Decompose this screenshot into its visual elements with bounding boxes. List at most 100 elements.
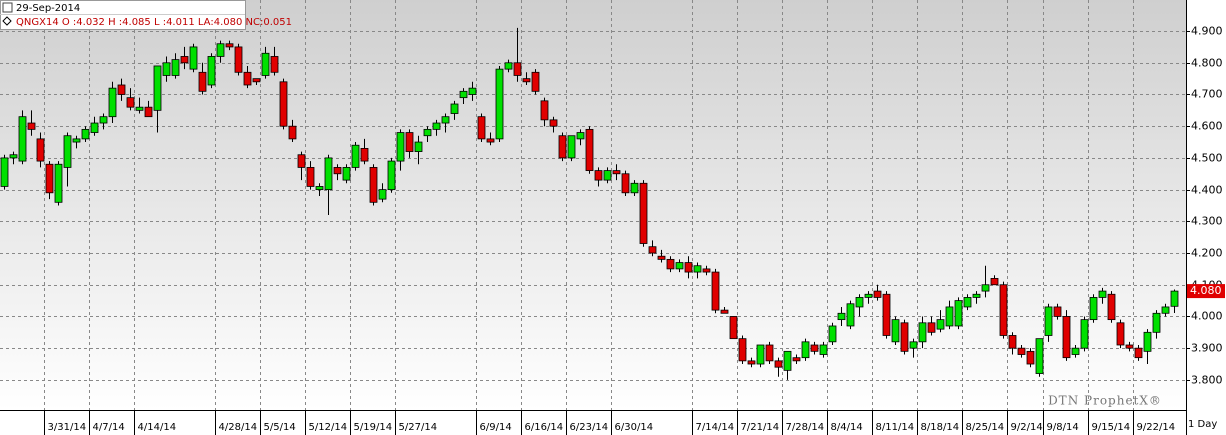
candle-body: [162, 62, 171, 76]
candle-body: [1017, 347, 1026, 355]
candle-body: [243, 71, 252, 86]
candle-body: [765, 344, 774, 362]
x-tick-label: 8/18/14: [921, 422, 960, 433]
candle-body: [1026, 350, 1035, 365]
candle-body: [234, 46, 243, 73]
candle-body: [468, 87, 477, 95]
candle-body: [324, 157, 333, 191]
candle-body: [279, 81, 288, 127]
candle-body: [450, 103, 459, 114]
candle-body: [720, 309, 729, 314]
y-tick-label: 4.200: [1191, 247, 1223, 260]
x-tick-label: 8/11/14: [876, 422, 915, 433]
candle-body: [306, 167, 315, 187]
candle-body: [900, 322, 909, 352]
candle-body: [774, 360, 783, 368]
candle-body: [819, 344, 828, 355]
candle-body: [1008, 335, 1017, 349]
y-axis-panel: [1186, 0, 1226, 435]
candle-body: [1170, 290, 1179, 307]
x-tick-label: 7/28/14: [786, 422, 825, 433]
candle-body: [189, 46, 198, 70]
candle-body: [945, 306, 954, 327]
candle-body: [702, 268, 711, 273]
chart-date: 29-Sep-2014: [16, 3, 80, 14]
last-price-box: [1187, 284, 1225, 299]
candle-body: [522, 78, 531, 83]
candle-body: [675, 262, 684, 270]
y-tick-label: 3.900: [1191, 342, 1223, 355]
candle-body: [801, 341, 810, 359]
last-price-label: 4.080: [1190, 284, 1222, 297]
candle-body: [747, 360, 756, 365]
candle-body: [981, 284, 990, 292]
candle-body: [513, 62, 522, 76]
legend-text: QNGX14 O :4.032 H :4.085 L :4.011 LA:4.0…: [16, 17, 292, 28]
candle-body: [378, 189, 387, 200]
candle-body: [1044, 306, 1053, 336]
x-tick-label: 8/25/14: [966, 422, 1005, 433]
candle-body: [837, 312, 846, 321]
candle-body: [990, 278, 999, 286]
candle-body: [531, 71, 540, 92]
candle-body: [585, 128, 594, 171]
candle-body: [9, 154, 18, 159]
candle-body: [504, 62, 513, 70]
candle-body: [684, 262, 693, 273]
x-tick-label: 5/27/14: [399, 422, 438, 433]
candle-body: [540, 100, 549, 121]
y-tick-label: 4.300: [1191, 215, 1223, 228]
candle-body: [1071, 347, 1080, 355]
candle-body: [486, 138, 495, 143]
candle-body: [711, 271, 720, 311]
candle-body: [396, 132, 405, 162]
x-tick-label: 7/14/14: [696, 422, 735, 433]
candle-body: [648, 246, 657, 254]
candle-body: [144, 106, 153, 118]
candle-body: [477, 116, 486, 140]
x-tick-label: 9/8/14: [1047, 422, 1079, 433]
y-tick-label: 4.500: [1191, 152, 1223, 165]
x-tick-label: 3/31/14: [48, 422, 87, 433]
x-tick-label: 5/5/14: [264, 422, 296, 433]
x-tick-label: 5/12/14: [309, 422, 348, 433]
candle-body: [909, 341, 918, 349]
candle-body: [693, 265, 702, 273]
candle-body: [1125, 344, 1134, 349]
candle-body: [405, 132, 414, 152]
y-tick-label: 4.000: [1191, 310, 1223, 323]
candle-body: [1080, 319, 1089, 349]
candle-body: [333, 167, 342, 175]
candle-body: [603, 170, 612, 181]
candle-body: [225, 43, 234, 48]
candle-body: [216, 43, 225, 57]
candle-body: [72, 138, 81, 143]
candle-body: [1134, 347, 1143, 359]
candle-body: [792, 357, 801, 362]
candle-body: [567, 135, 576, 159]
candle-body: [180, 56, 189, 64]
candle-body: [783, 350, 792, 371]
x-tick-label: 7/21/14: [741, 422, 780, 433]
x-tick-label: 6/23/14: [570, 422, 609, 433]
candle-body: [576, 132, 585, 140]
period-label: 1 Day: [1188, 419, 1217, 430]
candle-body: [1053, 306, 1062, 317]
x-tick-label: 9/2/14: [1011, 422, 1043, 433]
candle-body: [108, 87, 117, 118]
candle-body: [999, 284, 1008, 336]
candle-body: [612, 170, 621, 175]
watermark: DTN ProphetX®: [1048, 394, 1162, 408]
candle-body: [558, 135, 567, 159]
candle-body: [288, 125, 297, 140]
candle-body: [99, 116, 108, 124]
y-tick-label: 4.400: [1191, 184, 1223, 197]
candle-body: [432, 122, 441, 130]
candle-body: [198, 71, 207, 92]
candle-body: [891, 319, 900, 343]
candle-body: [1116, 322, 1125, 346]
y-tick-label: 4.800: [1191, 57, 1223, 70]
candle-body: [972, 293, 981, 298]
candle-body: [207, 56, 216, 86]
candle-body: [756, 344, 765, 365]
